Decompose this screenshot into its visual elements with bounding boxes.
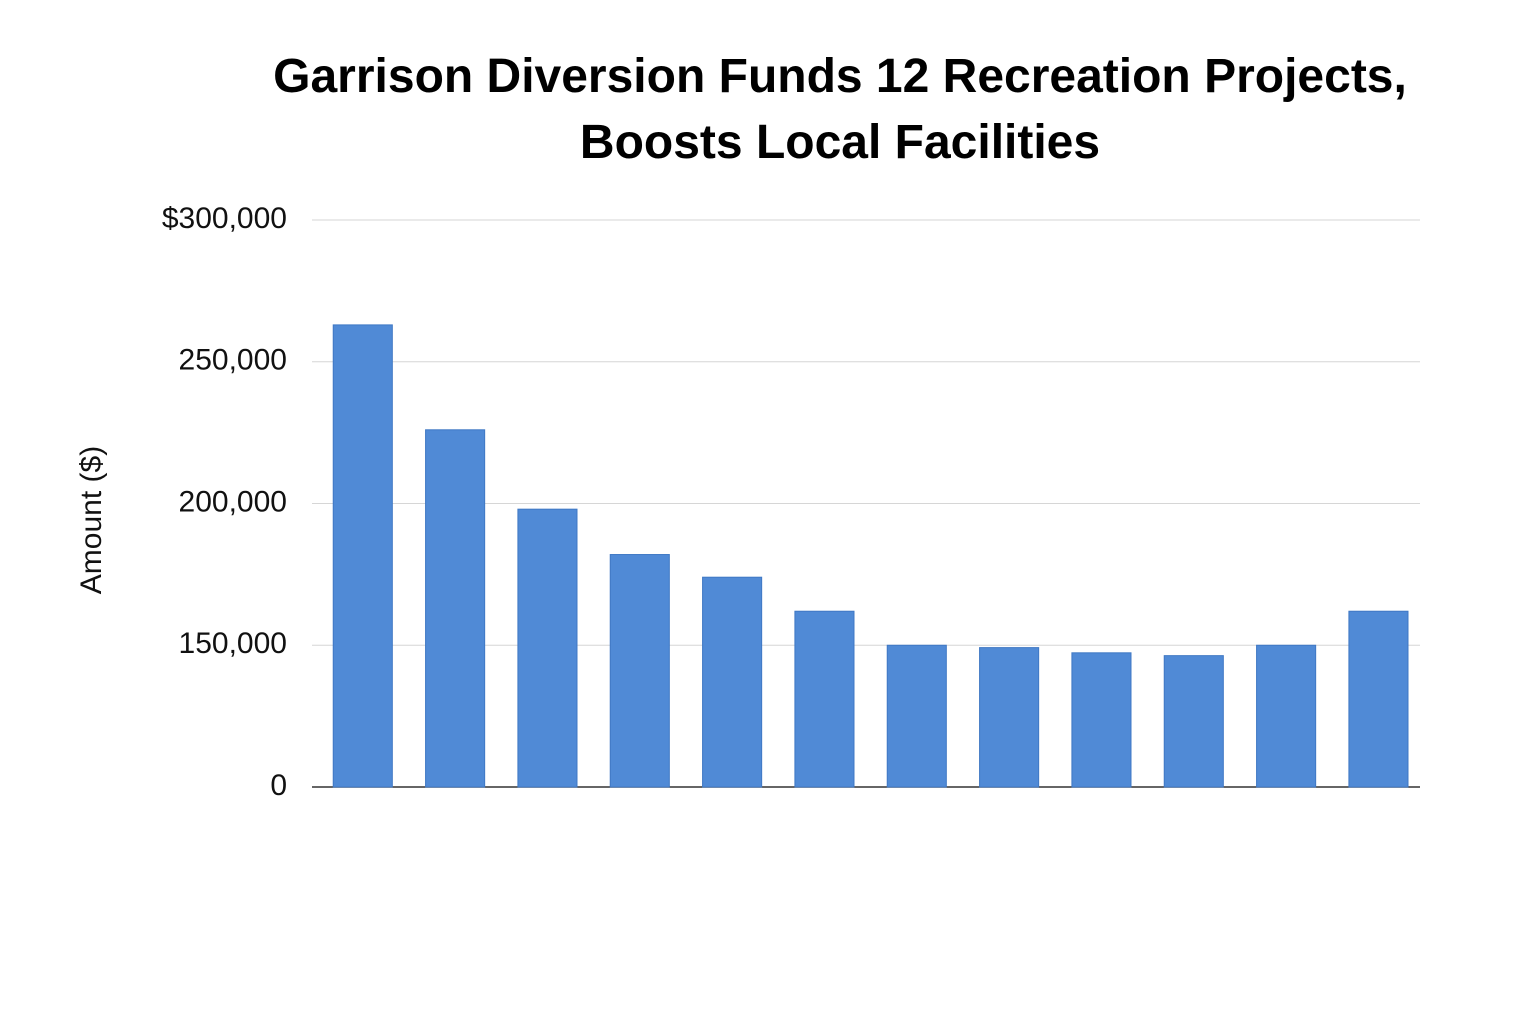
bar — [886, 644, 947, 788]
bar — [332, 324, 393, 788]
bar — [1163, 655, 1224, 788]
y-tick-label: 150,000 — [179, 627, 287, 660]
y-tick-label: 0 — [270, 769, 287, 802]
bar — [517, 508, 578, 788]
y-axis-label: Amount ($) — [75, 446, 108, 594]
bar — [702, 576, 763, 788]
y-tick-label: 200,000 — [179, 485, 287, 518]
chart-title: Garrison Diversion Funds 12 Recreation P… — [273, 50, 1407, 169]
bar — [794, 610, 855, 788]
bar — [1348, 610, 1409, 788]
bar — [1071, 652, 1132, 788]
bar — [979, 647, 1040, 788]
bar — [1256, 644, 1317, 788]
y-tick-label: 250,000 — [179, 344, 287, 377]
bar — [609, 554, 670, 788]
y-tick-label: $300,000 — [162, 202, 287, 235]
bar — [425, 429, 486, 788]
